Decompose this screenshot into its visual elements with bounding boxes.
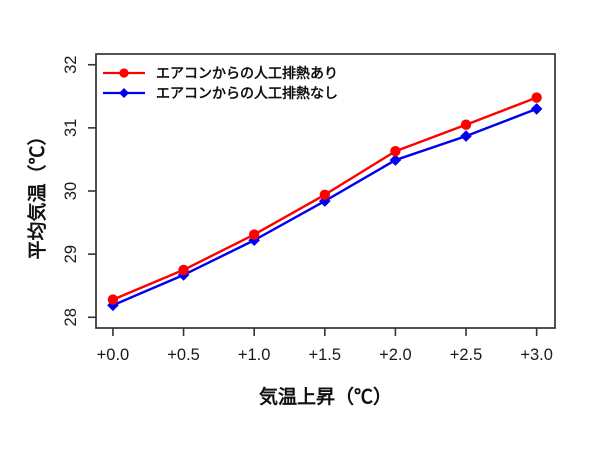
x-tick-label: +1.0 xyxy=(238,346,271,364)
x-tick-label: +0.0 xyxy=(97,346,130,364)
data-point-1 xyxy=(530,103,543,115)
data-point-1 xyxy=(389,154,402,166)
data-point-0 xyxy=(319,189,330,200)
x-tick-label: +2.5 xyxy=(450,346,483,364)
x-axis-title: 気温上昇（℃） xyxy=(258,387,392,408)
legend-item-with-ac-heat: エアコンからの人工排熱あり xyxy=(101,63,338,82)
x-tick-label: +0.5 xyxy=(167,346,200,364)
legend: エアコンからの人工排熱あり エアコンからの人工排熱なし xyxy=(101,63,338,102)
x-tick-label: +2.0 xyxy=(379,346,412,364)
legend-marker-0 xyxy=(103,67,145,78)
legend-item-without-ac-heat: エアコンからの人工排熱なし xyxy=(101,83,338,102)
circle-legend-glyph xyxy=(119,67,129,78)
data-point-0 xyxy=(531,92,542,103)
y-tick-label: 28 xyxy=(62,308,80,326)
y-tick-label: 30 xyxy=(62,182,80,200)
x-tick-label: +3.0 xyxy=(520,346,553,364)
series-line-1 xyxy=(112,107,538,307)
y-tick-label: 32 xyxy=(62,56,80,74)
y-axis-title: 平均気温（℃） xyxy=(27,126,49,260)
legend-marker-1 xyxy=(103,87,145,98)
legend-label-with-ac-heat: エアコンからの人工排熱あり xyxy=(156,64,338,81)
data-point-0 xyxy=(248,229,260,240)
legend-label-without-ac-heat: エアコンからの人工排熱なし xyxy=(156,84,338,101)
data-point-0 xyxy=(178,264,189,276)
data-point-0 xyxy=(107,294,119,305)
x-tick-label: +1.5 xyxy=(309,346,342,364)
y-tick-label: 29 xyxy=(62,245,80,263)
diamond-legend-glyph xyxy=(119,87,129,98)
data-point-0 xyxy=(460,119,472,130)
data-point-0 xyxy=(390,146,401,157)
y-tick-label: 31 xyxy=(62,119,80,137)
data-point-1 xyxy=(460,130,472,142)
